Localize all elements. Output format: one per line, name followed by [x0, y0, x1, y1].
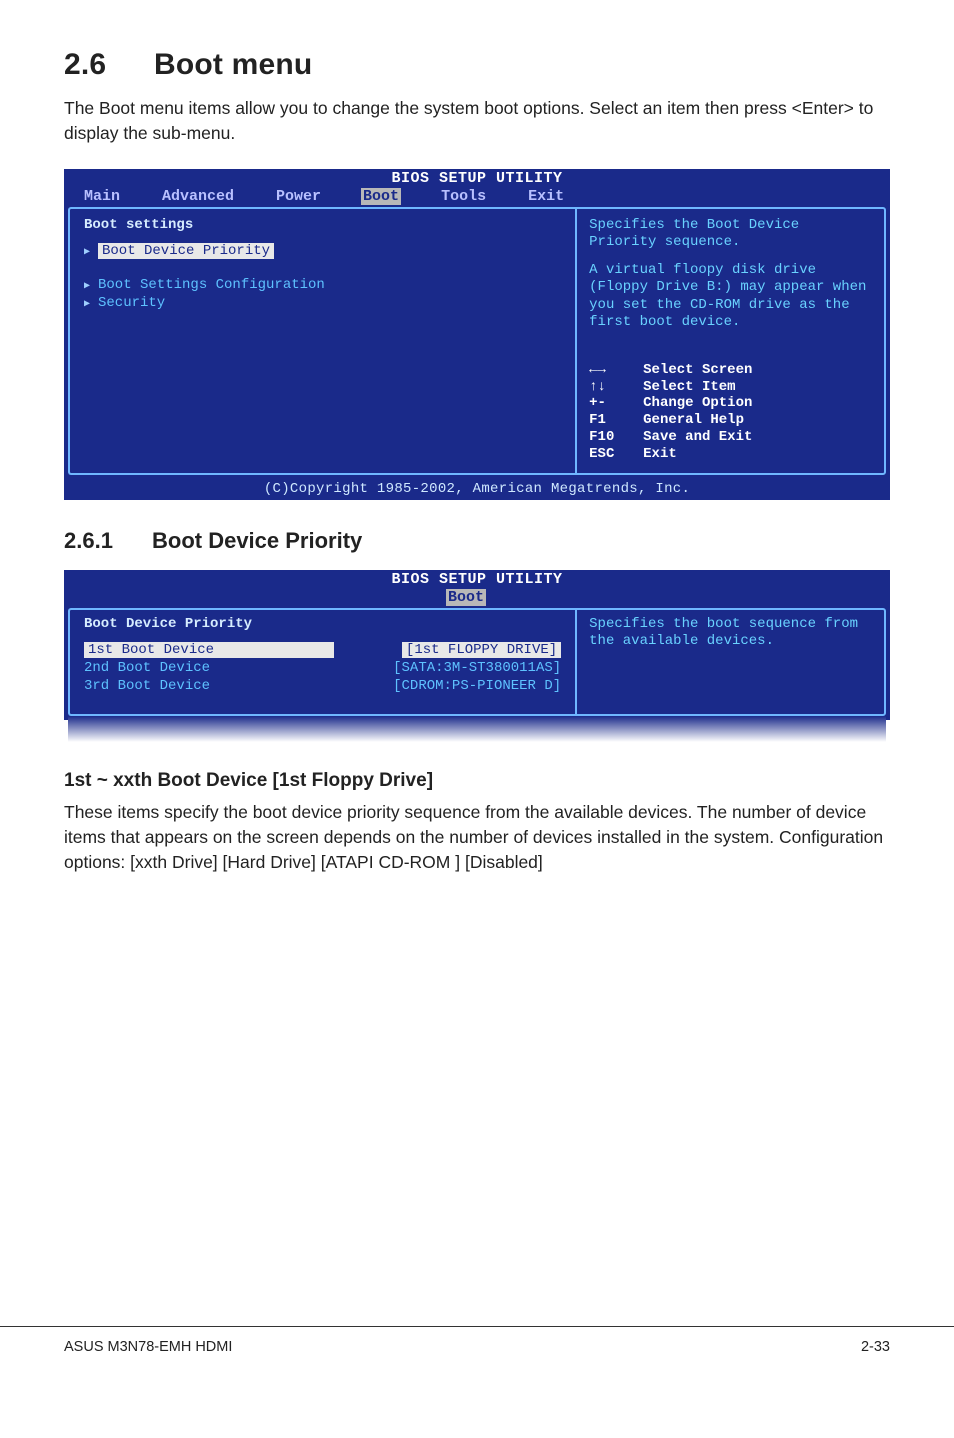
legend-key: ESC	[589, 446, 625, 463]
bios-row-label: Boot Settings Configuration	[98, 277, 325, 293]
triangle-icon	[84, 243, 98, 259]
bios-row-boot-settings-config: Boot Settings Configuration	[84, 277, 561, 293]
bios-help: Specifies the boot sequence from the ava…	[589, 616, 872, 651]
legend-key: +-	[589, 395, 625, 412]
bios-help-1: Specifies the Boot Device Priority seque…	[589, 217, 872, 252]
intro-paragraph: The Boot menu items allow you to change …	[64, 96, 890, 147]
subsection-number: 2.6.1	[64, 528, 152, 554]
bios-row-value: [1st FLOPPY DRIVE]	[402, 642, 561, 658]
bios-row-3rd-boot-device: 3rd Boot Device [CDROM:PS-PIONEER D]	[84, 678, 561, 694]
tab-tools: Tools	[439, 188, 488, 205]
tab-boot: Boot	[361, 188, 401, 205]
footer-right: 2-33	[861, 1339, 890, 1355]
bios-row-value: [CDROM:PS-PIONEER D]	[393, 678, 561, 694]
bios-tab-bar: Boot	[64, 589, 890, 608]
bios-row-boot-device-priority: Boot Device Priority	[84, 243, 561, 259]
legend-desc: General Help	[643, 412, 744, 429]
legend-key: F10	[589, 429, 625, 446]
footer-left: ASUS M3N78-EMH HDMI	[64, 1339, 232, 1355]
subsection-title-text: Boot Device Priority	[152, 528, 362, 553]
bios-tab-bar: Main Advanced Power Boot Tools Exit	[64, 188, 890, 207]
bios-row-label: 2nd Boot Device	[84, 660, 334, 676]
bios-screenshot-boot-menu: BIOS SETUP UTILITY Main Advanced Power B…	[64, 169, 890, 500]
bios-row-security: Security	[84, 295, 561, 311]
tab-advanced: Advanced	[160, 188, 236, 205]
subsection-title: 2.6.1Boot Device Priority	[64, 528, 890, 554]
bios-footer: (C)Copyright 1985-2002, American Megatre…	[64, 479, 890, 500]
page-footer: ASUS M3N78-EMH HDMI 2-33	[0, 1326, 954, 1355]
bios-left-heading: Boot settings	[84, 217, 561, 233]
triangle-icon	[84, 295, 98, 311]
legend-key: ←→	[589, 362, 625, 379]
bios-header: BIOS SETUP UTILITY	[64, 570, 890, 589]
bios-right-pane: Specifies the Boot Device Priority seque…	[575, 207, 886, 475]
legend-key: F1	[589, 412, 625, 429]
spacer	[84, 313, 561, 453]
bios-left-pane: Boot settings Boot Device Priority Boot …	[68, 207, 575, 475]
bios-left-heading: Boot Device Priority	[84, 616, 561, 632]
bios-left-pane: Boot Device Priority 1st Boot Device [1s…	[68, 608, 575, 716]
bios-row-label: Boot Device Priority	[98, 243, 274, 259]
bios-row-label: 3rd Boot Device	[84, 678, 334, 694]
tab-main: Main	[82, 188, 122, 205]
section-title-text: Boot menu	[154, 48, 312, 81]
option-body: These items specify the boot device prio…	[64, 800, 890, 876]
bios-header: BIOS SETUP UTILITY	[64, 169, 890, 188]
bios-help-2: A virtual floopy disk drive (Floppy Driv…	[589, 262, 872, 332]
legend-row: F1 General Help	[589, 412, 872, 429]
legend-row: F10 Save and Exit	[589, 429, 872, 446]
bios-legend: ←→ Select Screen ↑↓ Select Item +- Change O…	[589, 362, 872, 463]
option-heading: 1st ~ xxth Boot Device [1st Floppy Drive…	[64, 770, 890, 792]
bios-right-pane: Specifies the boot sequence from the ava…	[575, 608, 886, 716]
bios-screenshot-boot-device-priority: BIOS SETUP UTILITY Boot Boot Device Prio…	[64, 570, 890, 742]
legend-row: ←→ Select Screen	[589, 362, 872, 379]
legend-desc: Select Item	[643, 379, 735, 396]
bios-row-2nd-boot-device: 2nd Boot Device [SATA:3M-ST380011AS]	[84, 660, 561, 676]
bios-row-label: Security	[98, 295, 165, 311]
legend-desc: Save and Exit	[643, 429, 752, 446]
section-title: 2.6Boot menu	[64, 48, 890, 82]
bios-row-1st-boot-device: 1st Boot Device [1st FLOPPY DRIVE]	[84, 642, 561, 658]
fade-gradient	[68, 716, 886, 742]
bios-row-label: 1st Boot Device	[84, 642, 334, 658]
legend-row: ↑↓ Select Item	[589, 379, 872, 396]
tab-power: Power	[274, 188, 323, 205]
legend-row: +- Change Option	[589, 395, 872, 412]
triangle-icon	[84, 277, 98, 293]
legend-desc: Change Option	[643, 395, 752, 412]
section-number: 2.6	[64, 48, 154, 82]
spacer	[84, 261, 561, 275]
bios-row-value: [SATA:3M-ST380011AS]	[393, 660, 561, 676]
legend-desc: Exit	[643, 446, 677, 463]
tab-boot: Boot	[446, 589, 486, 606]
legend-key: ↑↓	[589, 379, 625, 396]
legend-desc: Select Screen	[643, 362, 752, 379]
tab-exit: Exit	[526, 188, 566, 205]
legend-row: ESC Exit	[589, 446, 872, 463]
